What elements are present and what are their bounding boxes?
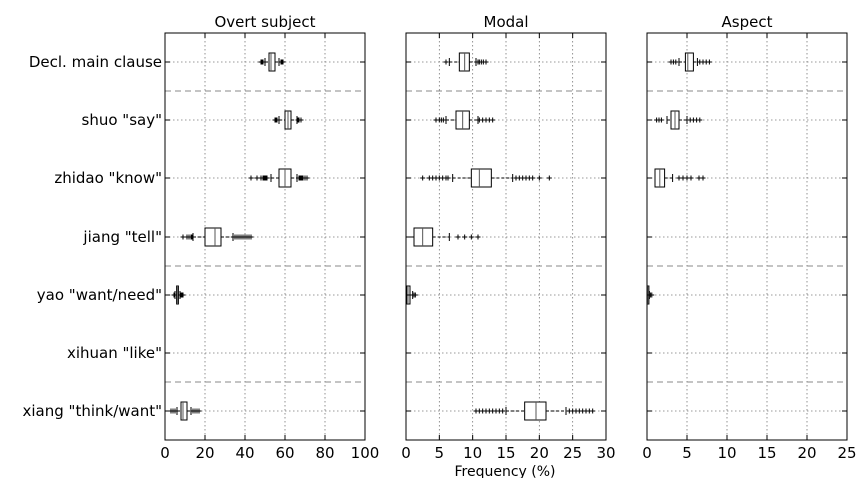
tick-label: 5 <box>435 444 445 462</box>
box <box>268 52 276 72</box>
box <box>524 401 547 421</box>
panel: 0 5 10 15 20 25 Aspect <box>642 13 856 462</box>
category-labels: Decl. main clause shuo "say" zhidao "know"… <box>23 53 162 420</box>
tick-label: 100 <box>351 444 380 462</box>
panel: 0 20 40 60 80 100 Overt subject <box>160 13 379 462</box>
category-label: zhidao "know" <box>54 169 162 187</box>
tick-label: 5 <box>682 444 692 462</box>
tick-label: 20 <box>530 444 549 462</box>
tick-label: 20 <box>797 444 816 462</box>
category-label: Decl. main clause <box>29 53 162 71</box>
tick-label: 30 <box>596 444 615 462</box>
box-1 <box>654 110 703 130</box>
box-2 <box>248 168 310 188</box>
tick-label: 25 <box>837 444 856 462</box>
tick-label: 40 <box>235 444 254 462</box>
box <box>180 401 188 421</box>
panel-frame <box>646 32 848 441</box>
box-3 <box>405 227 481 247</box>
tick-label: 10 <box>717 444 736 462</box>
category-label: jiang "tell" <box>82 228 162 246</box>
tick-label: 0 <box>160 444 170 462</box>
category-label: xihuan "like" <box>67 344 162 362</box>
category-label: yao "want/need" <box>37 286 162 304</box>
box <box>470 168 492 188</box>
category-label: xiang "think/want" <box>23 402 162 420</box>
panel-title: Modal <box>484 13 529 31</box>
box-0 <box>668 52 712 72</box>
panel: 0 5 10 15 20 25 30 Modal <box>401 13 615 462</box>
tick-label: 10 <box>463 444 482 462</box>
tick-label: 60 <box>275 444 294 462</box>
box-6 <box>168 401 202 421</box>
tick-label: 15 <box>757 444 776 462</box>
box-6 <box>473 401 596 421</box>
x-axis-label: Frequency (%) <box>454 464 555 478</box>
tick-label: 25 <box>563 444 582 462</box>
box <box>684 52 694 72</box>
tick-label: 0 <box>642 444 652 462</box>
box <box>204 227 222 247</box>
box-3 <box>180 227 254 247</box>
tick-label: 20 <box>195 444 214 462</box>
box-2 <box>654 168 706 188</box>
box-0 <box>258 52 286 72</box>
tick-label: 0 <box>401 444 411 462</box>
box-1 <box>272 110 304 130</box>
box-4 <box>171 285 186 305</box>
box-0 <box>443 52 489 72</box>
panel-title: Aspect <box>722 13 773 31</box>
box <box>413 227 434 247</box>
tick-label: 15 <box>496 444 515 462</box>
category-label: shuo "say" <box>82 111 162 129</box>
box-1 <box>433 110 496 130</box>
box-2 <box>420 168 552 188</box>
panel-title: Overt subject <box>214 13 315 31</box>
tick-label: 80 <box>315 444 334 462</box>
